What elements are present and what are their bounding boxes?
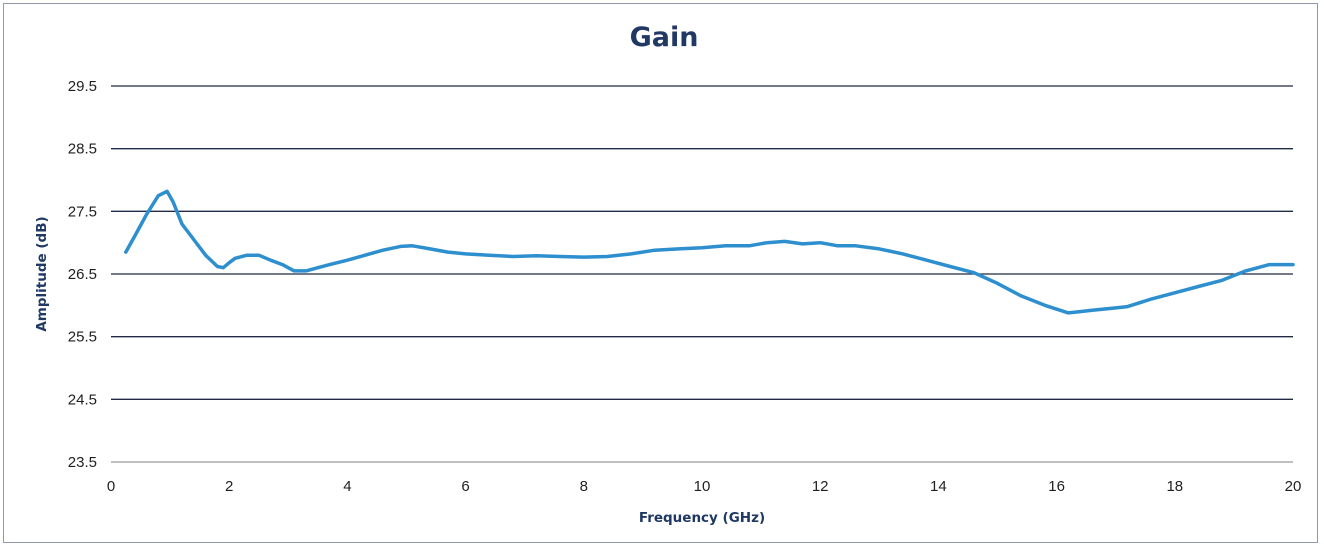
gain-series-line (124, 189, 1295, 315)
y-axis-ticks: 29.5 28.5 27.5 26.5 25.5 24.5 23.5 (68, 78, 97, 471)
x-tick-label: 14 (930, 478, 947, 495)
x-tick-label: 12 (812, 478, 829, 495)
y-tick-label: 25.5 (68, 329, 97, 346)
y-tick-label: 28.5 (68, 141, 97, 158)
y-tick-label: 29.5 (68, 78, 97, 95)
x-tick-label: 0 (107, 478, 115, 495)
x-tick-label: 2 (225, 478, 233, 495)
x-tick-label: 16 (1048, 478, 1065, 495)
x-tick-label: 10 (694, 478, 711, 495)
y-tick-label: 23.5 (68, 454, 97, 471)
y-axis-label: Amplitude (dB) (34, 216, 50, 331)
x-tick-label: 4 (343, 478, 351, 495)
x-axis-label: Frequency (GHz) (639, 510, 765, 526)
chart-title: Gain (629, 22, 699, 53)
x-tick-label: 8 (580, 478, 588, 495)
x-tick-label: 6 (461, 478, 469, 495)
chart-frame (3, 3, 1318, 543)
x-tick-label: 20 (1285, 478, 1302, 495)
series-layer (124, 189, 1295, 315)
gridlines (111, 85, 1293, 400)
y-tick-label: 27.5 (68, 203, 97, 220)
y-tick-label: 26.5 (68, 266, 97, 283)
x-axis-ticks: 0 2 4 6 8 10 12 14 16 18 20 (107, 478, 1302, 495)
y-tick-label: 24.5 (68, 391, 97, 408)
x-tick-label: 18 (1166, 478, 1183, 495)
